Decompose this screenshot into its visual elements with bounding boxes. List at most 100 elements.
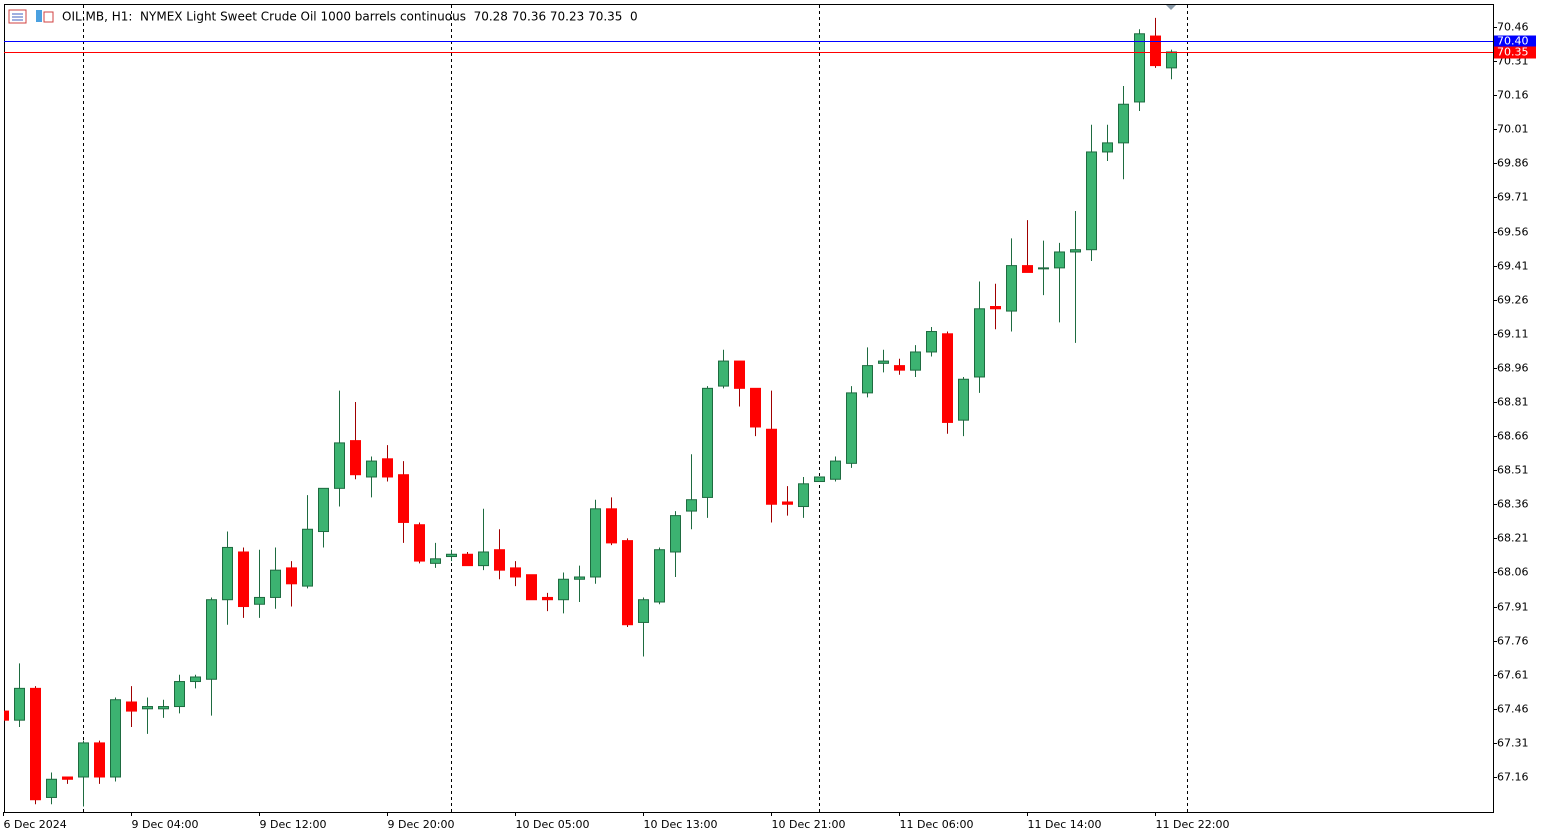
candle-body (286, 567, 297, 585)
candle-body (190, 676, 201, 683)
candle-body (254, 596, 265, 605)
candle-body (318, 487, 329, 533)
candle-body (958, 378, 969, 421)
candle-body (718, 360, 729, 387)
candle-body (4, 710, 9, 721)
candle-body (862, 365, 873, 394)
candle-body (158, 706, 169, 710)
candle-body (30, 687, 41, 801)
candle-body (302, 528, 313, 587)
candle-body (1022, 265, 1033, 273)
y-tick-label: 68.06 (1497, 566, 1529, 579)
candle-body (622, 540, 633, 626)
candle-body (814, 476, 825, 483)
candle-body (1118, 103, 1129, 144)
candle-body (574, 576, 585, 580)
plot-frame (4, 4, 1494, 813)
candle-body (46, 778, 57, 798)
x-tick-label: 9 Dec 04:00 (132, 818, 199, 831)
candle-body (1150, 35, 1161, 67)
price-label: 70.35 (1497, 46, 1529, 59)
candle-body (766, 428, 777, 505)
candle-body (1070, 249, 1081, 253)
candle-body (94, 742, 105, 778)
y-tick-label: 68.96 (1497, 362, 1529, 375)
candle-body (1134, 33, 1145, 103)
price-label: 70.40 (1497, 35, 1529, 48)
candle-body (126, 701, 137, 712)
x-tick-label: 11 Dec 06:00 (900, 818, 974, 831)
candle-body (846, 392, 857, 464)
candle-body (606, 508, 617, 544)
candle-body (270, 569, 281, 598)
candle-body (830, 460, 841, 480)
candle-body (558, 578, 569, 601)
candle-body (398, 474, 409, 523)
candle-body (734, 360, 745, 389)
candle-body (750, 387, 761, 428)
x-tick-label: 9 Dec 20:00 (388, 818, 455, 831)
candle-body (222, 546, 233, 601)
x-tick-label: 11 Dec 22:00 (1156, 818, 1230, 831)
candle-body (910, 351, 921, 371)
symbol-icon (43, 11, 54, 23)
candle-body (110, 699, 121, 778)
candle-body (78, 742, 89, 778)
candle-body (670, 515, 681, 553)
candle-body (926, 331, 937, 353)
y-tick-label: 68.66 (1497, 430, 1529, 443)
y-tick-label: 68.81 (1497, 396, 1529, 409)
candle-body (526, 574, 537, 601)
y-tick-label: 69.71 (1497, 191, 1529, 204)
candle-body (494, 549, 505, 571)
candle-body (350, 440, 361, 476)
y-tick-label: 67.16 (1497, 771, 1529, 784)
candle-body (542, 596, 553, 601)
price-label-box (1494, 35, 1536, 48)
candle-body (942, 333, 953, 423)
y-tick-label: 70.16 (1497, 89, 1529, 102)
day-separators (83, 5, 1188, 812)
x-tick-label: 9 Dec 12:00 (260, 818, 327, 831)
x-tick-label: 10 Dec 05:00 (516, 818, 590, 831)
candle-body (974, 308, 985, 378)
y-tick-label: 69.86 (1497, 157, 1529, 170)
candle-body (430, 558, 441, 564)
candle-body (174, 681, 185, 708)
y-tick-label: 67.46 (1497, 703, 1529, 716)
y-tick-label: 69.11 (1497, 328, 1529, 341)
y-tick-label: 68.36 (1497, 498, 1529, 511)
x-tick-label: 6 Dec 2024 (4, 818, 67, 831)
candle-body (1102, 142, 1113, 153)
candle-body (62, 776, 73, 780)
y-tick-label: 68.21 (1497, 532, 1529, 545)
y-tick-label: 69.41 (1497, 260, 1529, 273)
candle-body (686, 499, 697, 512)
plot-area (4, 17, 1177, 807)
candle-body (238, 551, 249, 608)
candle-body (462, 553, 473, 567)
candle-body (894, 365, 905, 371)
x-tick-label: 10 Dec 13:00 (644, 818, 718, 831)
candle-body (654, 549, 665, 603)
candle-body (14, 687, 25, 721)
x-tick-label: 11 Dec 14:00 (1028, 818, 1102, 831)
y-tick-label: 68.51 (1497, 464, 1529, 477)
candle-body (334, 442, 345, 489)
header-icons (8, 9, 54, 24)
candle-body (366, 460, 377, 478)
candle-body (478, 551, 489, 567)
candle-body (446, 553, 457, 558)
y-tick-label: 67.91 (1497, 601, 1529, 614)
candle-body (206, 599, 217, 680)
candle-body (990, 306, 1001, 310)
symbol-icon (36, 10, 42, 22)
candle-body (782, 501, 793, 505)
y-tick-label: 67.31 (1497, 737, 1529, 750)
candle-body (414, 524, 425, 562)
last-bar-marker (1166, 5, 1176, 10)
y-tick-label: 70.01 (1497, 123, 1529, 136)
